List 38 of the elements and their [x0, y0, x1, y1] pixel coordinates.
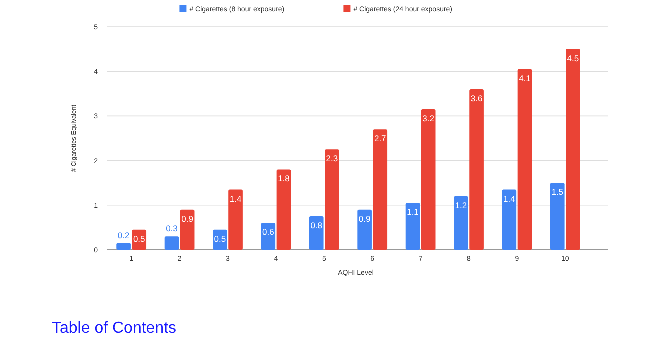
data-label: 2.3	[326, 154, 338, 164]
data-label: 0.8	[310, 220, 323, 231]
bar	[421, 110, 436, 250]
data-label: 0.5	[133, 234, 146, 244]
bar	[518, 69, 532, 250]
bar	[406, 203, 420, 250]
bar	[373, 130, 388, 250]
bar	[276, 170, 292, 250]
data-label: 3.2	[422, 114, 435, 124]
data-label: 1.4	[504, 194, 516, 204]
data-label: 4.1	[519, 73, 532, 84]
data-label: 0.2	[118, 230, 130, 240]
data-label: 1.5	[552, 187, 564, 198]
data-label: 0.9	[358, 214, 371, 224]
bar	[116, 243, 131, 250]
data-label: 1.4	[230, 194, 242, 204]
bar	[164, 236, 180, 250]
data-label: 1.2	[455, 200, 468, 210]
data-label: 4.5	[567, 53, 580, 64]
data-label: 3.6	[470, 93, 483, 104]
bar	[325, 150, 340, 250]
bar	[550, 183, 565, 250]
data-label: 1.8	[278, 174, 290, 184]
data-label: 0.6	[262, 227, 275, 238]
data-label: 2.7	[374, 134, 387, 144]
data-label: 0.5	[214, 234, 226, 244]
bar	[358, 210, 372, 250]
bar	[228, 190, 243, 250]
bar	[454, 196, 468, 250]
bar	[180, 210, 195, 250]
bar	[309, 216, 324, 250]
data-label: 0.3	[166, 224, 178, 234]
data-label: 1.1	[407, 207, 420, 218]
bar	[502, 190, 517, 250]
text: Table of Contents	[52, 320, 177, 337]
bar	[470, 89, 484, 250]
bar	[566, 49, 580, 250]
data-label: 0.9	[182, 214, 194, 224]
